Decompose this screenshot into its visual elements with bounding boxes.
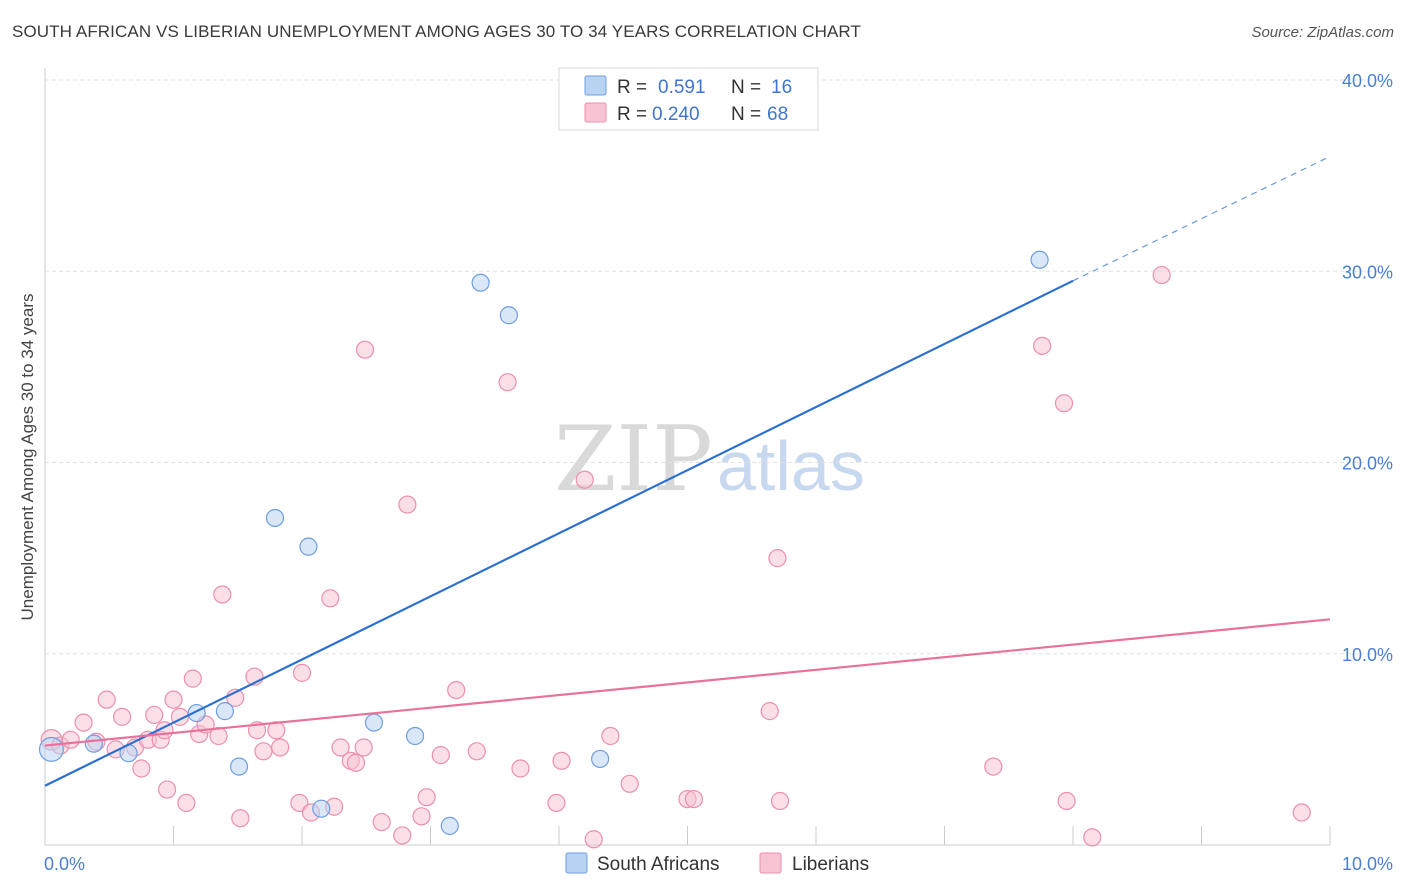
liberians-point-35	[346, 753, 366, 772]
liberians-trend-line	[44, 618, 1331, 747]
legend-r-value-south-africans: 0.591	[658, 77, 706, 98]
liberians-point-59	[1033, 336, 1052, 355]
legend-n-value-south-africans: 16	[771, 77, 792, 98]
legend-r-label-1: R =	[617, 77, 647, 98]
liberians-point-58	[984, 757, 1003, 776]
x-tick-label-max: 10.0%	[1342, 854, 1393, 874]
legend-n-value-liberians: 68	[767, 104, 788, 125]
liberians-point-23	[231, 809, 250, 828]
liberians-point-2	[61, 730, 80, 749]
liberians-point-55	[760, 702, 779, 721]
y-tick-label-20: 20.0%	[1342, 454, 1393, 474]
liberians-point-43	[447, 680, 466, 700]
south-africans-trend-line	[44, 279, 1074, 787]
y-tick-label-40: 40.0%	[1342, 71, 1393, 91]
source-label: Source: ZipAtlas.com	[1251, 24, 1394, 41]
south-africans-point-12	[499, 306, 518, 325]
liberians-point-38	[393, 826, 412, 845]
south-africans-point-13	[591, 749, 610, 769]
south-africans-point-10	[440, 816, 459, 835]
south-africans-point-11	[471, 273, 490, 292]
liberians-point-48	[552, 751, 571, 770]
liberians-points	[40, 265, 1311, 849]
liberians-point-33	[331, 738, 350, 757]
y-tick-labels: 10.0% 20.0% 30.0% 40.0%	[1342, 71, 1393, 665]
liberians-point-47	[547, 793, 566, 813]
legend-r-label-2: R =	[617, 104, 647, 125]
legend-n-label-1: N =	[731, 77, 761, 98]
south-africans-point-15	[1030, 250, 1049, 269]
liberians-point-36	[355, 340, 375, 359]
liberians-point-54	[684, 789, 704, 809]
liberians-point-41	[417, 788, 436, 807]
south-africans-point-6	[265, 508, 285, 528]
liberians-point-64	[1292, 803, 1311, 822]
liberians-point-39	[398, 495, 417, 514]
liberians-point-37	[372, 812, 391, 832]
legend-swatch-liberians	[584, 102, 607, 123]
y-tick-label-10: 10.0%	[1342, 645, 1393, 665]
liberians-point-25	[254, 742, 273, 761]
legend-n-label-2: N =	[731, 104, 761, 125]
south-africans-point-4	[215, 702, 234, 721]
watermark-atlas: atlas	[717, 427, 865, 505]
liberians-point-7	[112, 707, 132, 726]
liberians-point-3	[74, 713, 93, 732]
south-africans-point-8	[364, 713, 384, 732]
south-africans-trend-extension	[1072, 155, 1331, 282]
liberians-point-56	[768, 549, 787, 568]
bottom-legend: South Africans Liberians	[565, 852, 869, 875]
chart-title: SOUTH AFRICAN VS LIBERIAN UNEMPLOYMENT A…	[12, 22, 861, 41]
legend-box: R = 0.591 N = 16 R = 0.240 N = 68	[558, 67, 819, 131]
liberians-point-51	[601, 726, 620, 746]
trend-lines	[44, 155, 1331, 787]
bottom-legend-swatch-liberians	[759, 852, 782, 874]
liberians-point-14	[164, 690, 183, 709]
liberians-point-50	[584, 830, 603, 849]
liberians-point-62	[1083, 828, 1102, 847]
liberians-point-17	[183, 669, 202, 688]
liberians-point-44	[467, 742, 486, 761]
liberians-point-57	[770, 791, 790, 811]
liberians-point-29	[292, 663, 312, 682]
legend-swatch-south-africans	[584, 75, 607, 96]
bottom-legend-label-liberians: Liberians	[792, 854, 869, 875]
liberians-point-40	[412, 807, 431, 826]
liberians-point-21	[213, 585, 232, 604]
south-africans-point-9	[405, 726, 425, 746]
y-axis-label: Unemployment Among Ages 30 to 34 years	[18, 294, 37, 621]
liberians-point-63	[1152, 265, 1171, 285]
liberians-point-31	[321, 589, 340, 608]
x-tick-label-min: 0.0%	[44, 854, 85, 874]
liberians-point-52	[620, 774, 639, 793]
y-tick-label-30: 30.0%	[1342, 262, 1393, 282]
liberians-point-42	[431, 746, 450, 765]
legend-r-value-liberians: 0.240	[652, 104, 700, 125]
bottom-legend-swatch-south-africans	[565, 852, 588, 874]
liberians-point-49	[575, 470, 594, 489]
liberians-point-16	[177, 793, 196, 813]
south-africans-point-14	[312, 799, 331, 818]
x-ticks	[173, 826, 1331, 845]
gridlines	[45, 79, 1392, 655]
south-africans-point-1	[84, 734, 103, 753]
liberians-point-65	[354, 738, 373, 757]
liberians-point-60	[1054, 394, 1074, 413]
bottom-legend-label-south-africans: South Africans	[597, 854, 720, 875]
south-africans-points	[38, 250, 1049, 835]
liberians-point-61	[1057, 791, 1076, 811]
liberians-point-46	[511, 759, 530, 778]
liberians-point-45	[498, 373, 517, 392]
liberians-point-9	[132, 759, 151, 778]
liberians-point-11	[145, 705, 164, 725]
south-africans-point-7	[299, 537, 318, 556]
watermark-zip: ZIP	[554, 407, 713, 512]
liberians-point-27	[271, 738, 290, 757]
liberians-point-13	[157, 780, 177, 799]
south-africans-point-5	[229, 757, 249, 776]
south-africans-point-0	[38, 736, 64, 762]
liberians-point-5	[97, 690, 116, 709]
